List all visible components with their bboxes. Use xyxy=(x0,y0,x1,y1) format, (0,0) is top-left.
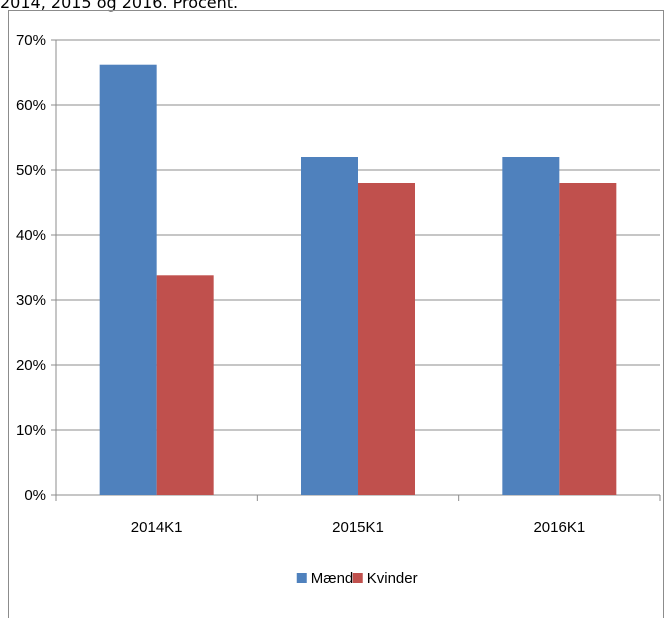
chart-caption: 2014, 2015 og 2016. Procent. xyxy=(0,0,239,12)
bar-mænd-2016k1 xyxy=(502,157,560,495)
bar-kvinder-2016k1 xyxy=(559,183,617,495)
legend: Mænd Kvinder xyxy=(296,570,418,587)
x-category-label: 2016K1 xyxy=(533,519,585,536)
y-tick-label: 0% xyxy=(24,487,46,504)
y-tick-label: 30% xyxy=(16,292,46,309)
bars xyxy=(99,64,617,495)
y-tick-label: 40% xyxy=(16,227,46,244)
x-category-label: 2015K1 xyxy=(332,519,384,536)
y-tick-label: 50% xyxy=(16,162,46,179)
bar-mænd-2014k1 xyxy=(99,64,157,495)
tick-labels: 0% 10% 20% 30% 40% 50% 60% 70% 2014K1 2015K1 2016K… xyxy=(16,32,585,536)
bar-kvinder-2014k1 xyxy=(156,275,214,495)
legend-swatch-kvinder xyxy=(352,573,363,583)
y-tick-label: 20% xyxy=(16,357,46,374)
bar-kvinder-2015k1 xyxy=(358,183,415,495)
bar-mænd-2015k1 xyxy=(301,157,358,495)
x-category-label: 2014K1 xyxy=(131,519,183,536)
legend-label-mænd: Mænd xyxy=(311,570,354,587)
legend-swatch-mænd xyxy=(296,573,307,583)
y-tick-label: 10% xyxy=(16,422,46,439)
y-tick-label: 60% xyxy=(16,97,46,114)
y-tick-label: 70% xyxy=(16,32,46,49)
legend-label-kvinder: Kvinder xyxy=(367,570,418,587)
